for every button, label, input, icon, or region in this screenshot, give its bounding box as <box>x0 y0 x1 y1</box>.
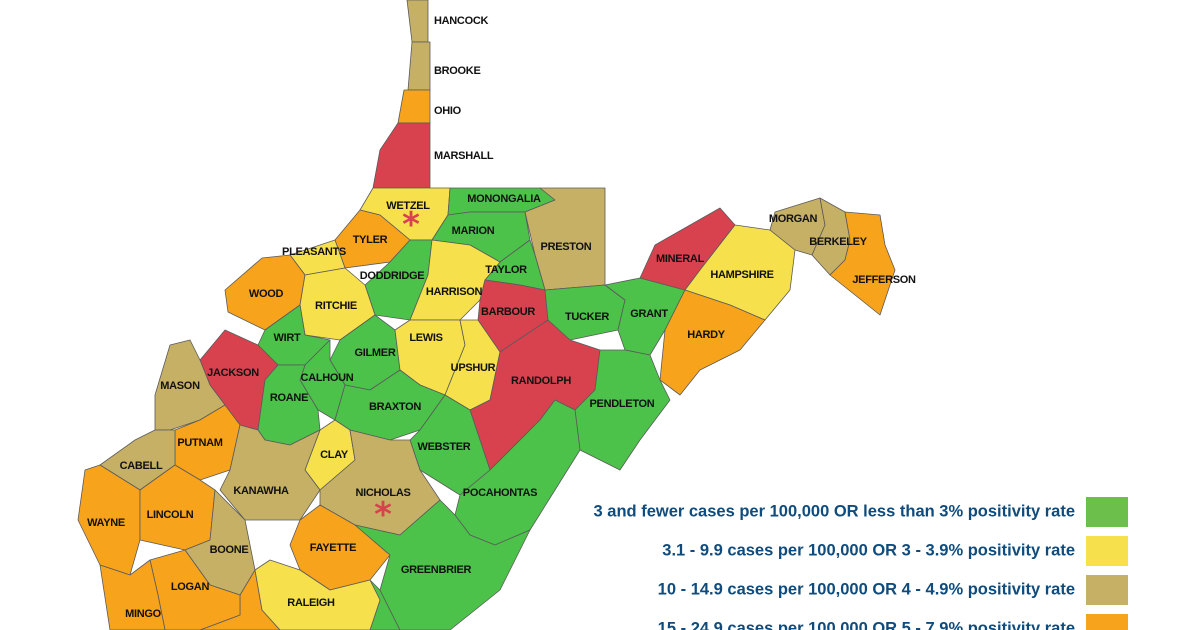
legend-swatch <box>1086 497 1128 527</box>
legend-swatch <box>1086 614 1128 630</box>
county-label: CALHOUN <box>301 372 354 384</box>
county-label: BROOKE <box>434 65 480 77</box>
county-label: GRANT <box>630 308 668 320</box>
county-label: BARBOUR <box>481 306 535 318</box>
county-label: PUTNAM <box>177 437 222 449</box>
county <box>406 0 429 43</box>
county-label: MASON <box>160 380 200 392</box>
counties <box>77 0 896 630</box>
county-label: HARDY <box>687 329 726 341</box>
legend-label: 10 - 14.9 cases per 100,000 OR 4 - 4.9% … <box>658 580 1075 598</box>
county-label: PLEASANTS <box>282 246 346 258</box>
county-label: NICHOLAS <box>355 487 410 499</box>
county-label: LEWIS <box>409 332 442 344</box>
county-label: RANDOLPH <box>511 375 571 387</box>
county <box>407 41 431 91</box>
county-label: MINERAL <box>656 253 705 265</box>
county-label: OHIO <box>434 105 462 117</box>
legend-swatch <box>1086 575 1128 605</box>
county-labels: HANCOCK BROOKE OHIO MARSHALL WETZEL MONONGALI… <box>87 15 916 620</box>
asterisk-markers: * * <box>374 205 420 535</box>
legend-label: 3.1 - 9.9 cases per 100,000 OR 3 - 3.9% … <box>662 541 1075 559</box>
county-label: BOONE <box>210 544 249 556</box>
county <box>354 499 531 630</box>
county-label: JEFFERSON <box>852 274 916 286</box>
county-label: WAYNE <box>87 517 125 529</box>
county-label: GILMER <box>355 347 396 359</box>
county-label: HARRISON <box>426 286 483 298</box>
county-label: MINGO <box>125 608 162 620</box>
county-label: MORGAN <box>769 213 818 225</box>
county-label: WIRT <box>274 332 301 344</box>
county-label: LINCOLN <box>147 509 194 521</box>
county <box>99 559 166 630</box>
county-label: TAYLOR <box>485 264 527 276</box>
county-label: MONONGALIA <box>467 193 541 205</box>
county-label: RITCHIE <box>315 300 357 312</box>
asterisk: * <box>374 495 392 535</box>
county <box>829 211 896 316</box>
legend-label: 15 - 24.9 cases per 100,000 OR 5 - 7.9% … <box>658 619 1075 630</box>
county-label: MARSHALL <box>434 150 494 162</box>
county-label: BERKELEY <box>809 236 867 248</box>
county-label: FAYETTE <box>310 542 356 554</box>
county-label: HANCOCK <box>434 15 488 27</box>
legend-label: 3 and fewer cases per 100,000 OR less th… <box>594 502 1075 520</box>
county-label: POCAHONTAS <box>463 487 537 499</box>
asterisk: * <box>402 205 420 245</box>
county <box>574 349 671 471</box>
legend: 3 and fewer cases per 100,000 OR less th… <box>594 497 1128 630</box>
county <box>372 122 431 189</box>
county-label: PRESTON <box>541 241 592 253</box>
county <box>77 464 141 576</box>
county-label: HAMPSHIRE <box>710 269 773 281</box>
county-label: MARION <box>452 225 495 237</box>
county-label: DODDRIDGE <box>360 270 425 282</box>
county <box>659 289 766 396</box>
legend-swatch <box>1086 536 1128 566</box>
county-label: LOGAN <box>171 581 210 593</box>
county-label: CLAY <box>320 449 349 461</box>
county-label: GREENBRIER <box>401 564 472 576</box>
county <box>397 89 431 124</box>
county-label: UPSHUR <box>451 362 496 374</box>
county <box>254 559 381 630</box>
county-label: KANAWHA <box>233 485 289 497</box>
county-label: TYLER <box>353 234 388 246</box>
county-label: ROANE <box>270 392 308 404</box>
county-label: WOOD <box>249 288 284 300</box>
county-label: TUCKER <box>565 311 609 323</box>
county-label: RALEIGH <box>287 597 335 609</box>
county-label: WETZEL <box>386 200 430 212</box>
county-label: BRAXTON <box>369 401 421 413</box>
county-label: JACKSON <box>207 367 259 379</box>
county-label: PENDLETON <box>590 398 655 410</box>
county-label: WEBSTER <box>418 441 471 453</box>
county-label: CABELL <box>120 460 163 472</box>
